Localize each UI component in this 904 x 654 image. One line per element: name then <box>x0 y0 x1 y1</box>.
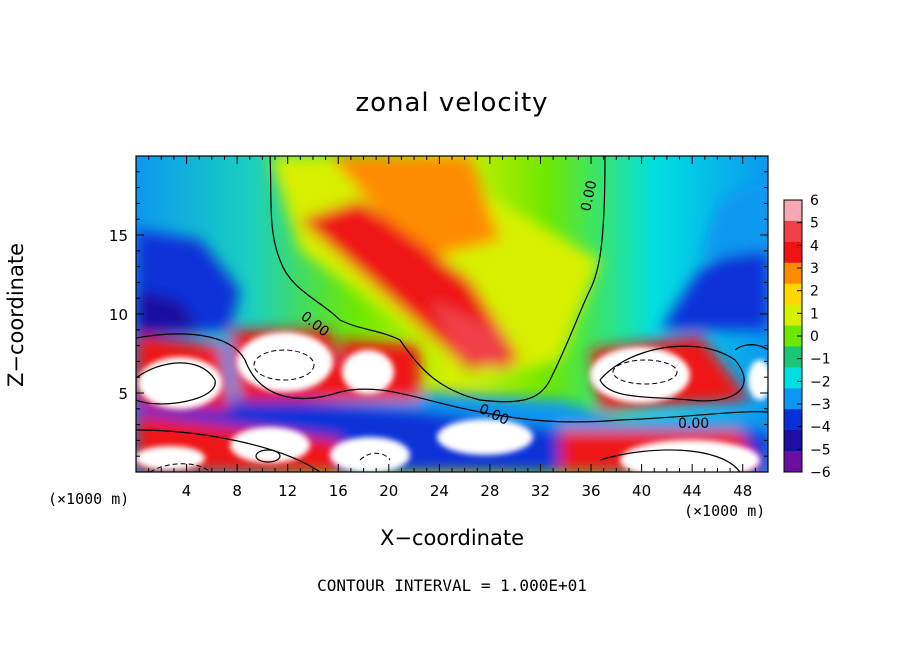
colorbar-swatch <box>784 262 802 285</box>
x-tick-label: 20 <box>379 482 398 500</box>
colorbar-swatch <box>784 388 802 410</box>
colorbar: 6 5 4 3 2 1 0 −1 −2 −3 −4 −5 −6 <box>783 193 831 481</box>
x-tick-label: 44 <box>683 482 702 500</box>
colorbar-tick-label: 3 <box>810 261 819 277</box>
contour-interval-note: CONTOUR INTERVAL = 1.000E+01 <box>317 576 587 595</box>
x-tick-label: 12 <box>278 482 297 500</box>
x-tick-label: 16 <box>329 482 348 500</box>
colorbar-tick-label: −3 <box>810 397 831 413</box>
colorbar-swatch <box>784 304 802 327</box>
colorbar-tick-label: −4 <box>810 420 831 436</box>
y-tick-label: 10 <box>109 306 128 324</box>
colorbar-tick-label: −6 <box>810 465 831 481</box>
colorbar-swatch <box>784 220 802 243</box>
colorbar-swatch <box>784 241 802 264</box>
x-axis: 4 8 12 16 20 24 28 32 36 40 44 48 <box>148 156 756 500</box>
colorbar-tick-label: 0 <box>810 329 819 345</box>
y-tick-label: 5 <box>118 385 128 403</box>
heatmap-field <box>136 156 768 472</box>
x-tick-label: 8 <box>232 482 242 500</box>
colorbar-tick-label: 5 <box>810 216 819 232</box>
colorbar-tick-label: −5 <box>810 442 831 458</box>
x-tick-label: 40 <box>632 482 651 500</box>
y-axis-title: Z−coordinate <box>4 243 28 387</box>
colorbar-tick-label: 2 <box>810 284 819 300</box>
x-tick-label: 48 <box>733 482 752 500</box>
contour-label: 0.00 <box>678 416 709 432</box>
colorbar-swatch <box>784 325 802 347</box>
colorbar-swatch <box>784 283 802 306</box>
y-axis: 5 10 15 <box>109 171 768 457</box>
colorbar-tick-label: 6 <box>810 193 819 209</box>
colorbar-tick-label: 1 <box>810 306 819 322</box>
x-tick-label: 28 <box>480 482 499 500</box>
colorbar-tick-label: −1 <box>810 352 831 368</box>
x-tick-label: 24 <box>430 482 449 500</box>
colorbar-swatch <box>784 409 802 431</box>
colorbar-tick-label: −2 <box>810 374 831 390</box>
colorbar-swatch <box>784 346 802 368</box>
chart-title: zonal velocity <box>355 88 549 118</box>
colorbar-swatch <box>784 430 802 452</box>
x-tick-label: 36 <box>581 482 600 500</box>
y-tick-label: 15 <box>109 227 128 245</box>
x-unit-label-left: (×1000 m) <box>48 490 130 508</box>
x-axis-title: X−coordinate <box>380 526 524 550</box>
x-unit-label-right: (×1000 m) <box>684 502 766 520</box>
colorbar-swatch <box>784 451 802 473</box>
colorbar-swatch <box>784 200 802 222</box>
colorbar-tick-label: 4 <box>810 238 819 254</box>
x-tick-label: 32 <box>531 482 550 500</box>
x-tick-label: 4 <box>182 482 192 500</box>
contour-label: 0.00 <box>578 179 600 213</box>
colorbar-swatch <box>784 367 802 389</box>
